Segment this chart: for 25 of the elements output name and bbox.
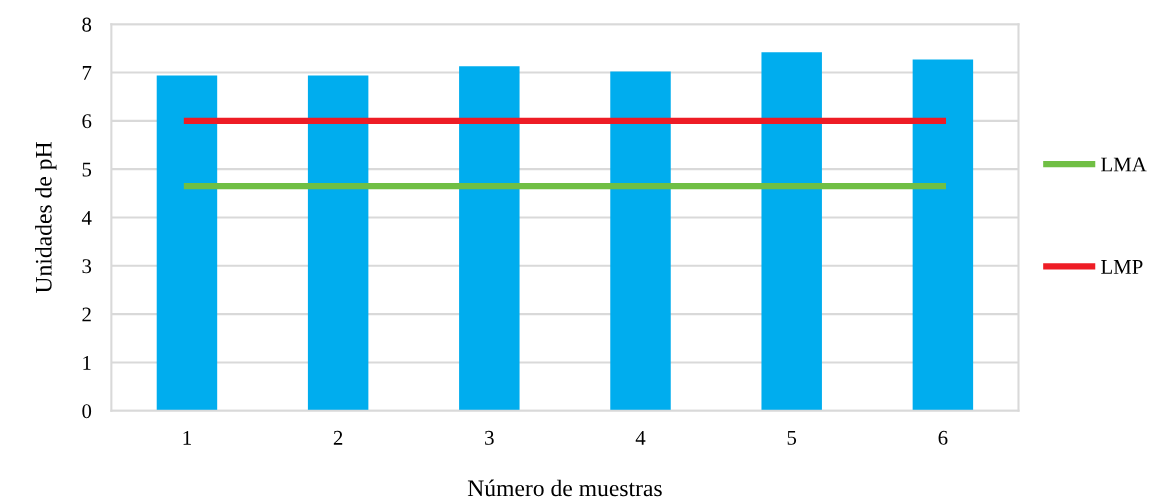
bar: [761, 52, 822, 411]
y-tick-label: 5: [82, 162, 92, 177]
y-tick-label: 1: [83, 355, 91, 370]
bar: [459, 66, 520, 411]
x-tick-label: 5: [787, 431, 797, 445]
legend-label: LMA: [1101, 157, 1147, 172]
y-tick-label: 8: [82, 17, 92, 32]
x-axis-title: Número de muestras: [467, 479, 662, 497]
y-tick-label: 7: [82, 66, 92, 80]
x-tick-label: 3: [485, 430, 494, 445]
bar: [912, 59, 974, 411]
x-tick-label: 6: [938, 430, 948, 445]
y-tick-label: 4: [81, 210, 92, 225]
bar: [156, 75, 218, 411]
y-axis-title: Unidades de pH: [35, 142, 57, 294]
x-tick-label: 2: [333, 430, 343, 445]
x-tick-label: 4: [635, 430, 646, 445]
y-tick-label: 0: [82, 404, 92, 419]
x-tick-label: 1: [183, 430, 191, 445]
legend-label: LMP: [1101, 260, 1143, 274]
y-tick-label: 6: [82, 114, 92, 129]
bar: [610, 71, 671, 411]
y-tick-label: 3: [82, 259, 92, 274]
y-tick-label: 2: [82, 307, 91, 322]
bar: [307, 75, 369, 411]
